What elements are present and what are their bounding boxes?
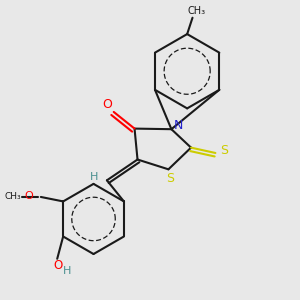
Text: H: H	[62, 266, 71, 276]
Text: S: S	[166, 172, 174, 185]
Text: O: O	[102, 98, 112, 111]
Text: H: H	[90, 172, 99, 182]
Text: O: O	[53, 259, 62, 272]
Text: N: N	[174, 119, 184, 132]
Text: CH₃: CH₃	[5, 193, 22, 202]
Text: O: O	[24, 191, 33, 201]
Text: CH₃: CH₃	[188, 6, 206, 16]
Text: S: S	[220, 144, 228, 157]
